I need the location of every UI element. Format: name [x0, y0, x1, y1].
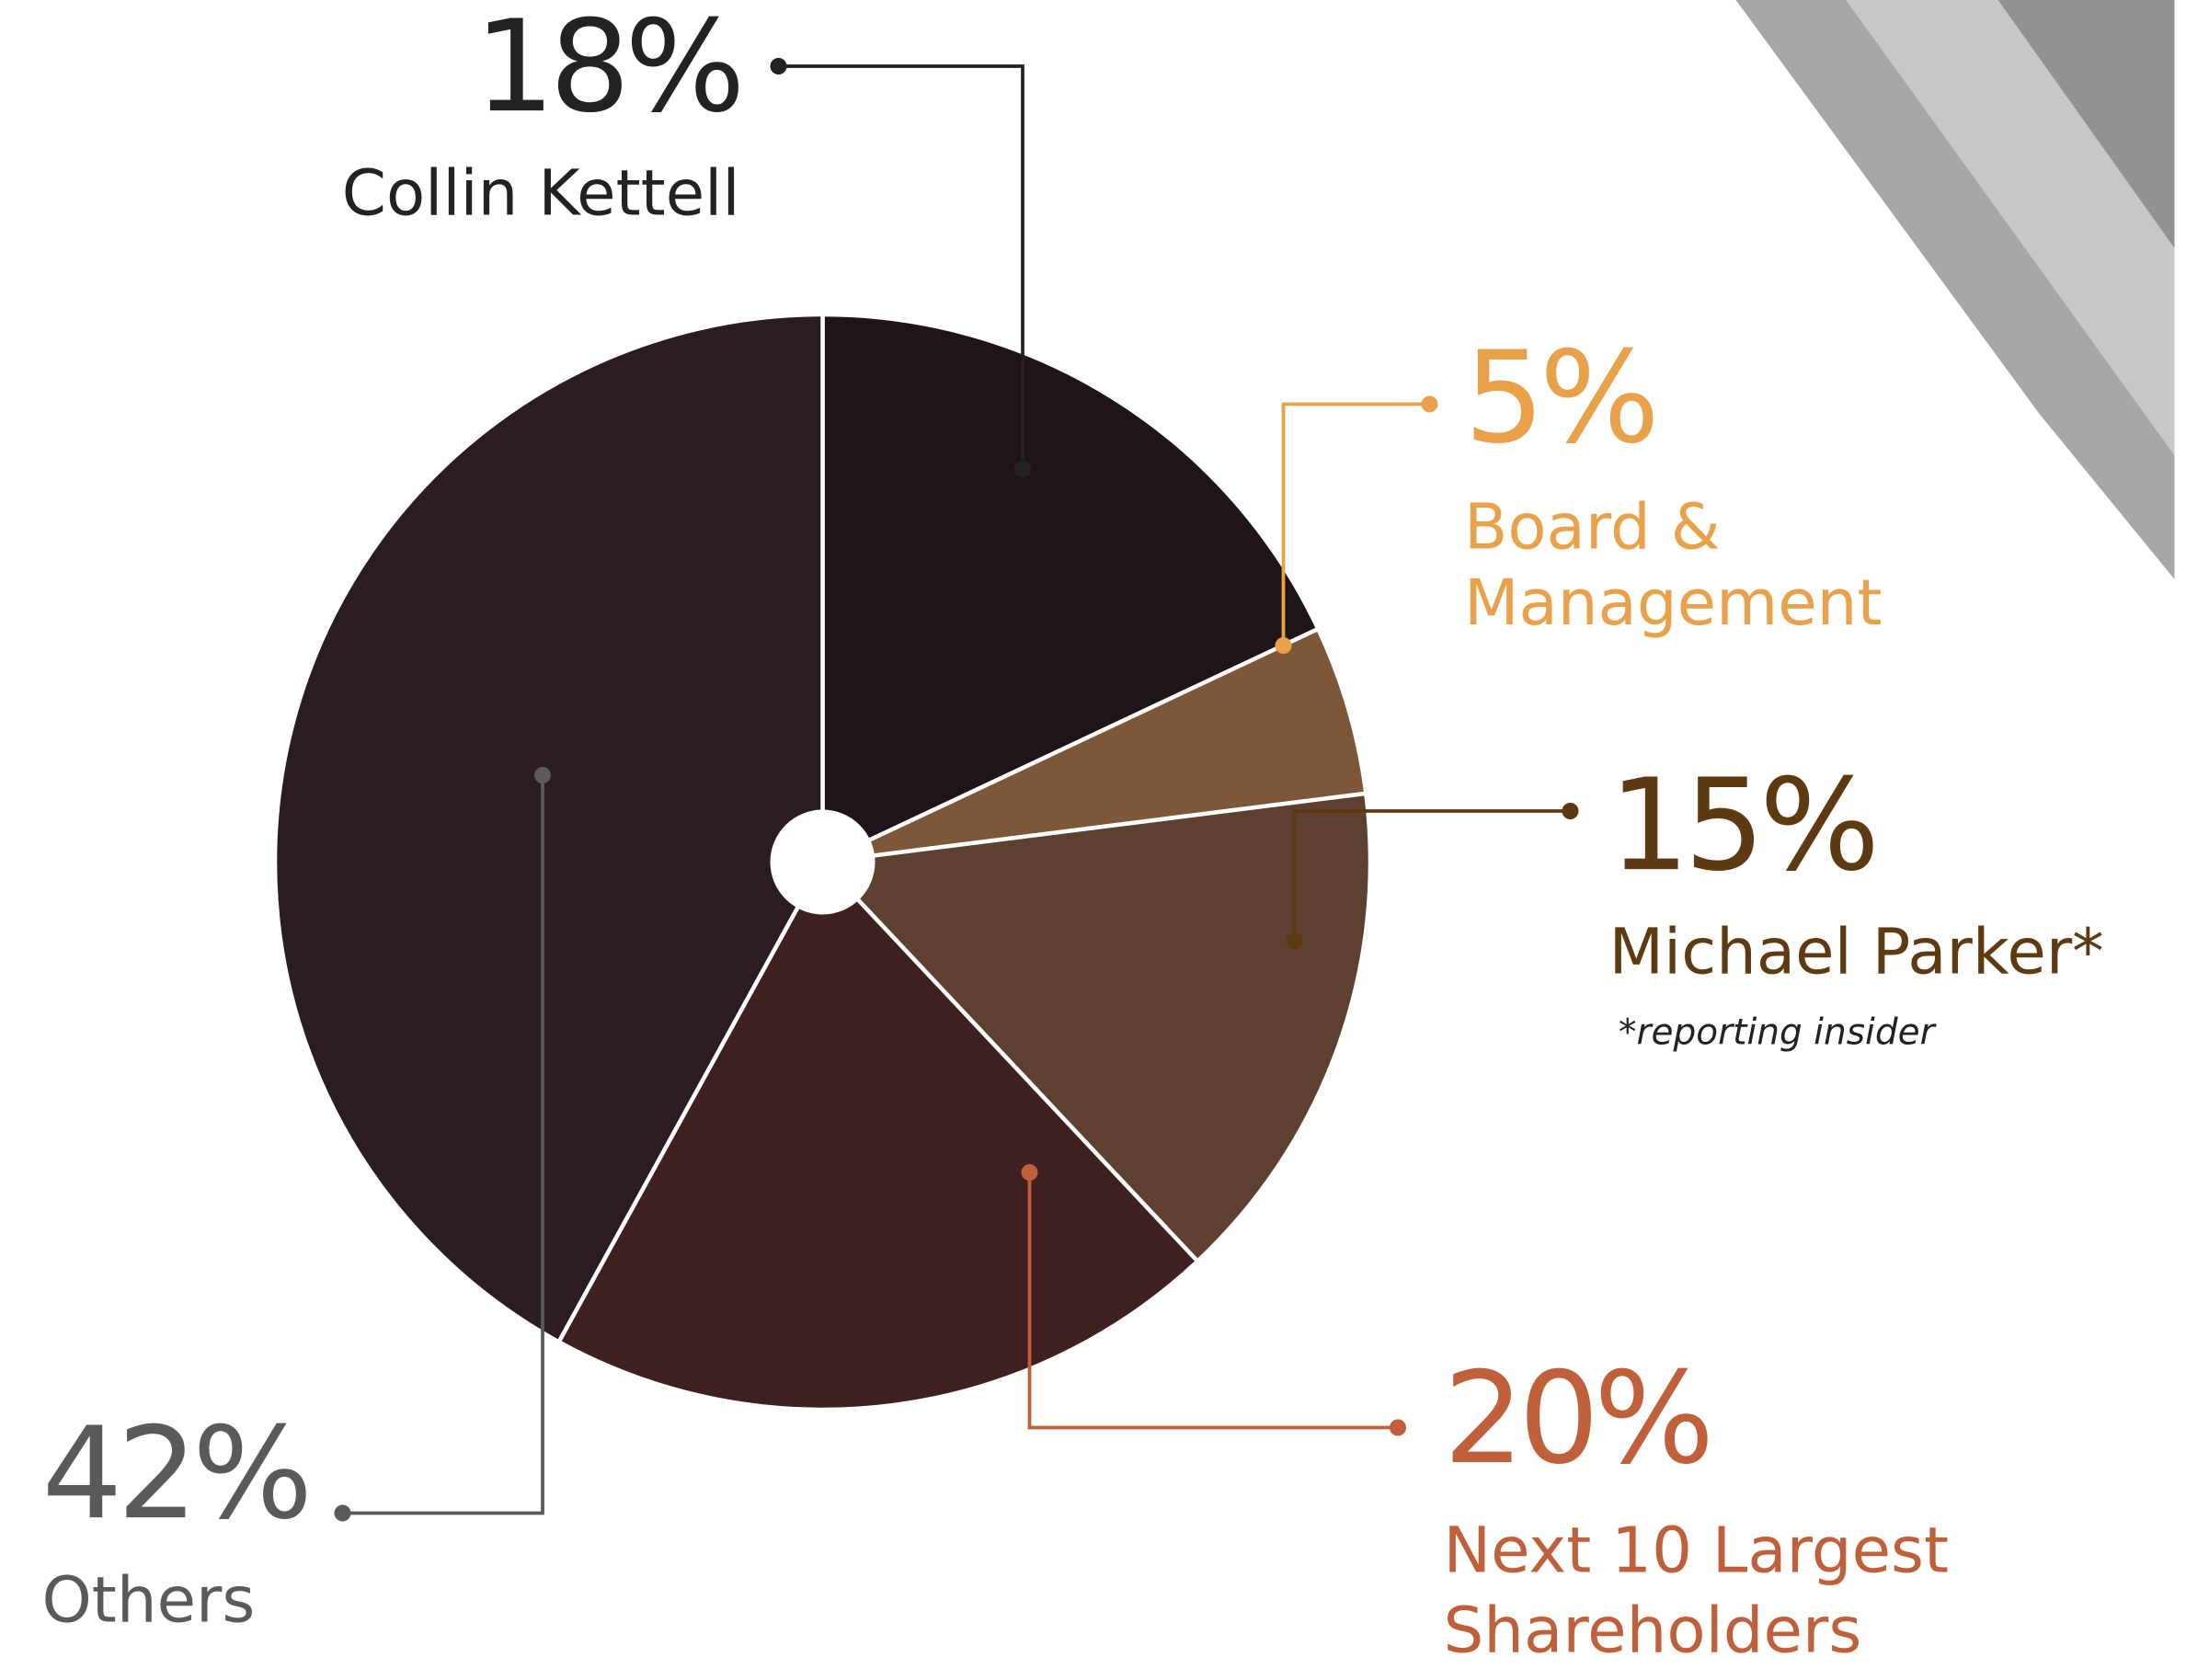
category-label: Board & Management [1464, 491, 1883, 641]
pie-hole [770, 809, 876, 915]
leader-dot [1390, 1419, 1406, 1436]
leader-dot [1014, 461, 1031, 477]
category-label: Others [42, 1564, 256, 1638]
leader-dot [334, 1504, 351, 1522]
value-label: 18% [475, 0, 740, 141]
category-label-line: Shareholders [1444, 1594, 1862, 1668]
category-label-line: Board & [1464, 491, 1721, 565]
pie-slice [555, 858, 1201, 1412]
annotation: *reporting insider [1619, 1012, 1938, 1054]
pie-slice [821, 625, 1368, 864]
leader-dot [1421, 395, 1438, 413]
leader-line [1281, 402, 1430, 646]
labels: 18% Collin Kettell 5% Board & Management 15% M… [42, 0, 2104, 1668]
leader-line [342, 775, 544, 1515]
pie-slice [818, 791, 1373, 1264]
value-label: 15% [1609, 751, 1875, 899]
leader-line [1292, 809, 1571, 941]
category-label: Michael Parker* [1609, 916, 2104, 989]
brush-decoration [1735, 0, 2175, 579]
value-label: 5% [1464, 324, 1654, 472]
leader-dot [534, 767, 551, 783]
pie-slice [272, 312, 825, 1345]
category-label-line: Management [1464, 566, 1883, 640]
category-label: Next 10 Largest Shareholders [1444, 1514, 1950, 1668]
leader-dot [1021, 1164, 1038, 1181]
leader-line [778, 64, 1024, 469]
leader-dot [1286, 932, 1303, 949]
value-label: 42% [42, 1400, 308, 1548]
category-label: Collin Kettell [342, 157, 740, 231]
leader-line [1027, 1172, 1398, 1430]
leader-dot [1562, 803, 1579, 819]
leader-dot [770, 58, 787, 74]
leader-dot [1275, 637, 1292, 654]
value-label: 20% [1444, 1344, 1710, 1492]
pie-slice [820, 312, 1322, 866]
pie [272, 312, 1373, 1412]
category-label-line: Next 10 Largest [1444, 1514, 1950, 1588]
